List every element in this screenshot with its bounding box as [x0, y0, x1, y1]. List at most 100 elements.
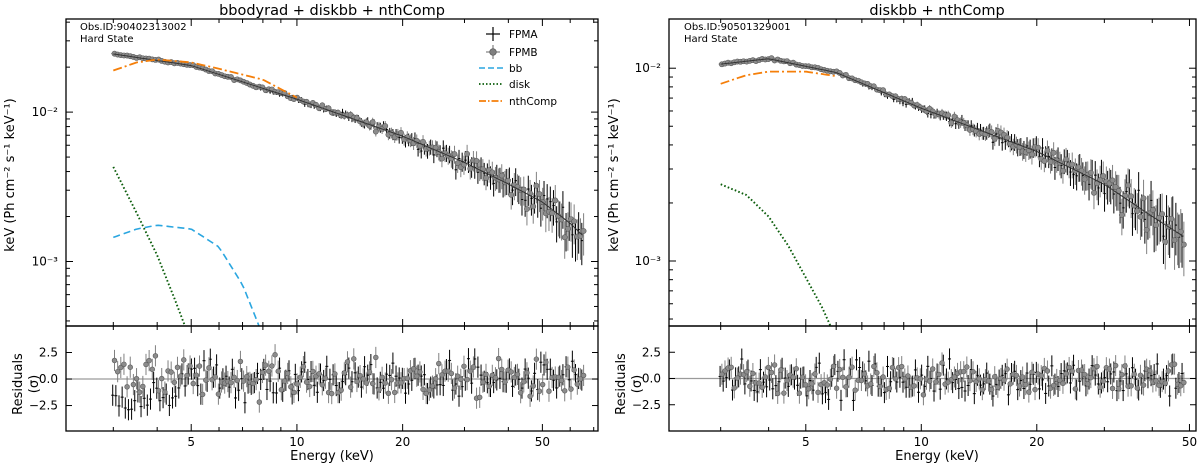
legend-label-disk: disk [509, 79, 531, 91]
left-residual-fpmb-point [366, 361, 373, 383]
left-residual-fpmb-point [568, 378, 574, 400]
left-residual-fpmb-point [373, 346, 379, 369]
left-residual-fpma-point [114, 385, 118, 407]
left-fpmb-point [489, 161, 496, 186]
left-residual-fpmb-point [262, 354, 269, 376]
left-residual-fpmb-point [574, 373, 581, 395]
left-residual-tick-label: −2.5 [29, 399, 58, 413]
right-residual-fpmb-point [728, 356, 734, 378]
right-residual-fpma-point [858, 356, 862, 378]
right-residual-fpma-point [827, 388, 831, 410]
right-residual-fpmb-point [926, 370, 933, 392]
left-residual-fpmb-point [231, 366, 237, 388]
right-y-tick-label: 10⁻² [635, 61, 662, 75]
right-residual-fpmb-point [1013, 364, 1020, 386]
right-residual-fpma-point [867, 350, 871, 372]
right-fpma-point [1041, 138, 1044, 160]
right-residual-fpmb-point [930, 358, 936, 380]
left-residual-fpmb-point [237, 350, 244, 373]
right-residual-plot: 5 10 20 50 −2.5 0.0 2.5 [632, 325, 1197, 449]
left-residual-fpma-point [533, 362, 537, 384]
left-residual-fpmb-point [344, 351, 351, 373]
left-fpmb-point [382, 121, 389, 132]
left-residual-fpmb-point [410, 358, 417, 380]
right-residual-fpmb-point [1181, 372, 1187, 394]
left-residual-fpmb-point [514, 363, 521, 386]
right-fpmb-point [1044, 140, 1051, 162]
left-residual-fpmb-point [278, 379, 285, 401]
right-residual-fpma-point [886, 355, 890, 377]
right-residual-fpma-point [1025, 362, 1029, 384]
right-residual-fpmb-point [868, 373, 874, 395]
right-residual-fpmb-point [1128, 375, 1134, 397]
right-residual-fpmb-point [858, 370, 865, 392]
left-residual-fpmb-point [376, 379, 382, 401]
left-residual-fpmb-point [477, 386, 483, 408]
right-residual-fpmb-point [1023, 374, 1029, 396]
left-nthcomp-model-line [113, 58, 298, 99]
right-residual-fpmb-point [1044, 360, 1051, 382]
left-fpmb-point [508, 182, 515, 210]
left-residual-fpmb-point [159, 367, 165, 390]
right-residual-fpmb-point [964, 356, 970, 378]
right-residual-fpma-point [1044, 382, 1048, 404]
right-residual-fpma-point [1050, 355, 1054, 377]
right-residual-fpmb-point [911, 375, 917, 397]
left-residual-fpmb-point [266, 360, 272, 382]
left-fpmb-point [483, 167, 489, 191]
right-fpmb-point [1146, 194, 1153, 239]
left-residual-fpmb-point [155, 380, 162, 402]
left-residual-fpmb-point [486, 375, 492, 397]
right-residual-fpmb-point [796, 382, 803, 404]
right-fpma-point [1165, 195, 1168, 245]
right-fpmb-point [1177, 209, 1184, 263]
right-residual-fpmb-point [951, 366, 958, 388]
left-residual-fpma-point [271, 382, 275, 404]
left-residual-fpma-point [567, 369, 571, 391]
left-residual-fpmb-point [580, 364, 587, 387]
left-x-axis-label: Energy (keV) [290, 449, 374, 464]
right-chart-title: diskbb + nthComp [869, 3, 1004, 19]
left-residual-fpmb-point [332, 363, 338, 385]
left-fpmb-point [432, 140, 439, 156]
right-fpmb-point [1035, 138, 1042, 159]
right-residual-fpmb-point [985, 370, 992, 392]
right-residual-fpmb-point [961, 361, 967, 383]
left-residual-fpma-point [293, 363, 297, 386]
legend-item-fpma: FPMA [486, 27, 538, 41]
left-residual-fpmb-point [524, 362, 530, 384]
left-residual-fpmb-point [388, 369, 395, 391]
left-residual-fpma-point [448, 349, 452, 372]
left-residual-fpmb-point [423, 382, 429, 405]
right-residual-fpmb-point [824, 374, 830, 396]
right-x-tick-label: 10 [914, 435, 929, 449]
right-fpmb-point [1050, 142, 1057, 165]
left-residual-fpma-point [202, 350, 206, 372]
left-bb-model-line [113, 224, 260, 326]
left-residual-fpma-point [265, 378, 269, 401]
right-fpmb-point [1091, 179, 1097, 210]
left-residual-fpmb-point [379, 366, 385, 388]
right-residual-fpmb-point [1063, 363, 1069, 385]
left-x-tick-label: 20 [395, 435, 410, 449]
right-fpmb-point [1063, 147, 1069, 173]
right-residual-fpma-point [960, 376, 964, 398]
right-residual-fpma-point [1022, 378, 1026, 400]
left-residual-fpmb-point [461, 355, 467, 377]
right-residual-fpma-point [1096, 373, 1100, 395]
right-residual-fpmb-point [1122, 355, 1128, 377]
right-residual-fpma-point [1168, 385, 1172, 407]
right-residual-fpmb-point [833, 377, 840, 399]
left-fpmb-point [479, 159, 486, 182]
left-residual-fpmb-point [341, 362, 348, 384]
left-residual-fpmb-point [250, 372, 256, 395]
right-fpmb-point [1149, 190, 1156, 236]
left-x-tick-label: 5 [187, 435, 195, 449]
left-residual-fpmb-point [136, 381, 143, 403]
left-residual-fpmb-point [121, 353, 127, 375]
right-residual-fpmb-point [762, 366, 768, 388]
right-residual-fpmb-point [1016, 375, 1023, 397]
left-residual-fpmb-point [458, 368, 464, 390]
right-residual-fpmb-point [1131, 363, 1137, 385]
right-residual-fpma-point [1068, 372, 1072, 394]
